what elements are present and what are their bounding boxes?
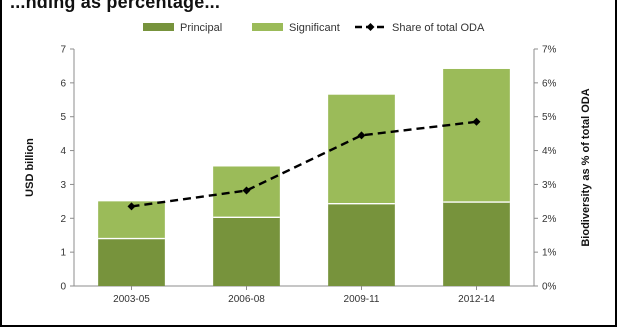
y-tick-left-label: 0 (60, 282, 66, 293)
bar-significant-2012-14 (443, 68, 510, 203)
x-tick-label-2012-14: 2012-14 (458, 294, 495, 305)
y-tick-right-label: 2% (542, 214, 557, 225)
y-tick-left-label: 2 (60, 214, 66, 225)
share-line (127, 117, 481, 211)
share-point-2003-05 (127, 202, 136, 211)
y-tick-right-label: 6% (542, 78, 557, 89)
y-tick-left-label: 3 (60, 180, 66, 191)
x-tick-label-2009-11: 2009-11 (344, 294, 380, 305)
bar-principal-2012-14 (443, 202, 510, 286)
y-tick-left-label: 6 (60, 78, 66, 89)
bar-principal-2009-11 (328, 203, 395, 286)
bar-principal-2003-05 (98, 238, 165, 286)
axis-labels: 0 1 2 3 4 5 6 7 0% 1% 2% 3% 4% 5% 6% 7% 2003-05 2006-08 20… (24, 45, 592, 306)
legend-label-significant: Significant (289, 22, 340, 34)
y-tick-left-label: 5 (60, 112, 66, 123)
bar-principal-2006-08 (213, 217, 280, 286)
y-tick-right-label: 4% (542, 146, 557, 157)
y-tick-left-label: 4 (60, 146, 66, 157)
y-tick-left-label: 1 (60, 248, 66, 259)
y-axis-right-label: Biodiversity as % of total ODA (580, 88, 592, 246)
bar-significant-2009-11 (328, 94, 395, 204)
legend-label-principal: Principal (180, 22, 222, 34)
y-tick-right-label: 3% (542, 180, 557, 191)
y-tick-right-label: 1% (542, 248, 557, 259)
y-tick-left-label: 7 (60, 45, 66, 56)
legend-label-share: Share of total ODA (392, 22, 485, 34)
y-tick-right-label: 7% (542, 45, 557, 56)
legend-swatch-significant (252, 23, 283, 31)
share-point-2006-08 (242, 186, 251, 195)
y-tick-right-label: 0% (542, 282, 557, 293)
share-point-2009-11 (357, 131, 366, 140)
share-line-path (131, 120, 477, 208)
y-axis-left-label: USD billion (24, 138, 36, 197)
chart-title-fragment: ...nding as percentage... (10, 0, 221, 12)
share-point-2012-14 (472, 117, 481, 126)
legend-marker-share (366, 23, 375, 31)
bars (98, 68, 510, 286)
legend: Principal Significant Share of total ODA (143, 22, 485, 34)
y-tick-right-label: 5% (542, 112, 557, 123)
x-tick-label-2006-08: 2006-08 (228, 294, 265, 305)
legend-swatch-principal (143, 23, 174, 31)
x-tick-label-2003-05: 2003-05 (113, 294, 150, 305)
